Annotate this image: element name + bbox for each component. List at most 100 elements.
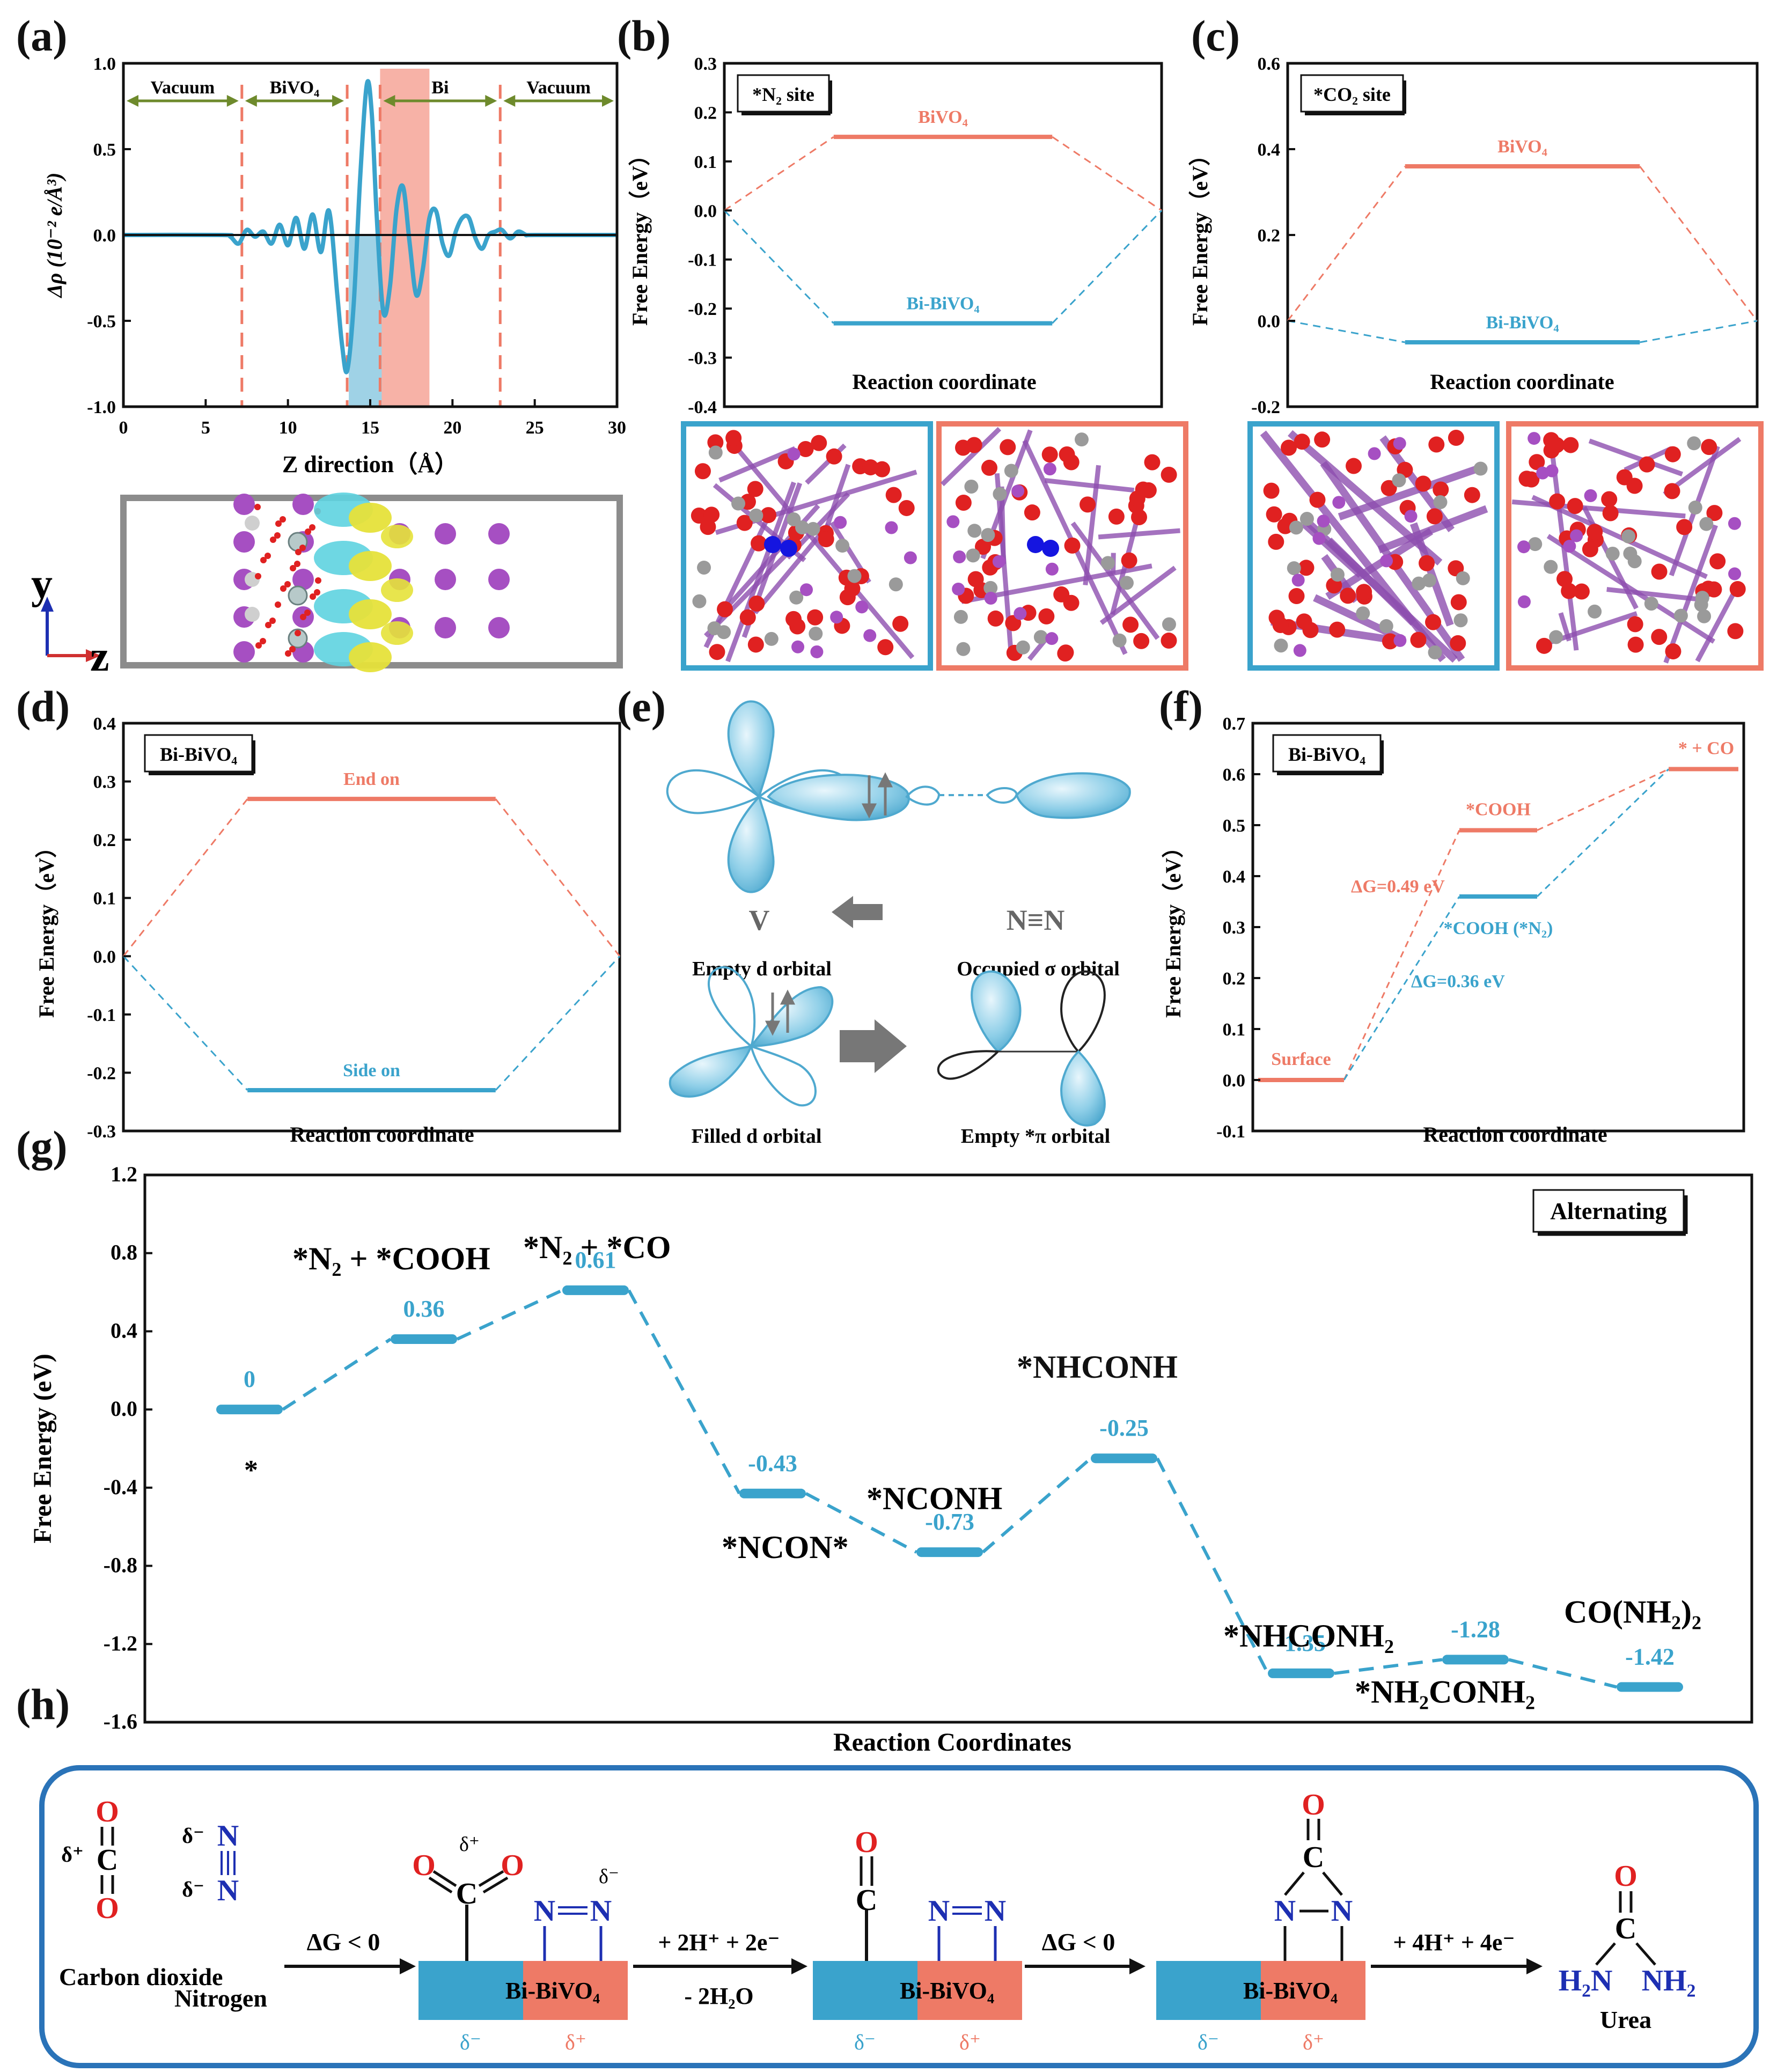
connector-line [627, 1289, 741, 1495]
donation-arrow [832, 896, 883, 928]
y-tick-label: 0.4 [111, 1318, 137, 1342]
substrate-1-charge-red: δ⁺ [565, 2030, 586, 2054]
y-tick-label: 0.0 [93, 226, 116, 246]
urea-name: Urea [1600, 2006, 1651, 2033]
b-xlabel: Reaction coordinate [852, 370, 1036, 394]
connector-line [1639, 320, 1758, 343]
urea-nh2-right: NH₂ [1642, 1964, 1696, 1997]
substrate-2-charge-blue: δ⁻ [854, 2030, 876, 2054]
y-tick-label: 0.5 [1223, 816, 1246, 836]
step2-label-top: + 2H⁺ + 2e⁻ [658, 1929, 780, 1956]
g-ylabel: Free Energy (eV) [28, 1354, 57, 1544]
panel-c-chart: BiVO₄ Bi-BiVO₄ -0.2 0.0 0.2 0.4 0.6 *CO₂ site… [1188, 54, 1764, 671]
substrate-3-charge-blue: δ⁻ [1198, 2030, 1219, 2054]
series-label: Side on [343, 1061, 400, 1081]
y-tick-label: 0.4 [93, 714, 116, 734]
energy-level [1442, 1655, 1509, 1665]
co2-molecule: O C O δ⁺ [61, 1795, 119, 1925]
c-xlabel: Reaction coordinate [1430, 370, 1614, 394]
y-tick-label: 0.1 [694, 152, 717, 172]
connector-line [1287, 166, 1406, 321]
y-tick-label: -0.4 [688, 398, 717, 417]
urea-nh2-left: H₂N [1559, 1964, 1613, 1997]
substrate-2: Bi-BiVO₄ δ⁻ δ⁺ C O N N [813, 1826, 1022, 2054]
value-label: 0 [244, 1366, 255, 1392]
y-tick-label: -0.3 [87, 1122, 116, 1142]
connector-line [282, 1338, 392, 1411]
urea-molecule: O C H₂N NH₂ [1559, 1860, 1696, 1997]
connector-line [1508, 1658, 1617, 1689]
n2-molecule: N N δ⁻ δ⁻ [182, 1819, 239, 1907]
sub1-c: C [456, 1877, 478, 1911]
panel-label-g: (g) [16, 1122, 68, 1171]
sub3-c: C [1303, 1841, 1324, 1874]
state-label: *N₂ + *COOH [292, 1241, 490, 1276]
series-label: End on [343, 769, 400, 789]
state-label: *N₂ + *CO [523, 1230, 671, 1265]
energy-level [1268, 1668, 1334, 1678]
a-ylabel: Δρ (10⁻² e/Å³) [42, 173, 67, 299]
y-tick-label: 0.2 [1223, 969, 1246, 989]
panel-g-chart: 0 * 0.36 *N₂ + *COOH 0.61*N₂ + *CO -0.43 *NCON… [28, 1162, 1753, 1757]
connector-line [495, 798, 621, 957]
series-label: BiVO₄ [1497, 137, 1547, 157]
level-label: *COOH (*N₂) [1444, 919, 1553, 938]
f-xlabel: Reaction coordinate [1423, 1122, 1607, 1147]
c-ylabel: Free Energy（eV） [1188, 144, 1212, 326]
slab-structure [120, 493, 623, 672]
panel-e-diagram: V N≡N Empty d orbital Occupied σ orbital… [666, 700, 1131, 1148]
substrate-3-charge-red: δ⁺ [1303, 2030, 1324, 2054]
panel-d-chart: End on Side on -0.3 -0.2 -0.1 0.0 0.1 0.2 0.3 0.… [34, 714, 621, 1147]
step4-arrow: + 4H⁺ + 4e⁻ [1371, 1929, 1543, 1974]
step1-arrow: ΔG < 0 [284, 1928, 416, 1974]
substrate-1-label: Bi-BiVO₄ [505, 1978, 600, 2004]
y-tick-label: 0.0 [1223, 1071, 1246, 1091]
energy-level [391, 1334, 457, 1344]
d-ylabel: Free Energy（eV） [34, 836, 58, 1018]
d-title: Bi-BiVO₄ [160, 744, 237, 765]
y-tick-label: 1.2 [111, 1162, 137, 1186]
value-label: -0.73 [925, 1509, 974, 1535]
x-tick-label: 5 [201, 418, 210, 438]
co2-name: Carbon dioxide [59, 1963, 223, 1990]
empty-pi-label: Empty *π orbital [961, 1125, 1110, 1148]
connector-line [495, 956, 621, 1091]
filled-d-label: Filled d orbital [692, 1125, 822, 1148]
y-tick-label: 0.5 [93, 140, 116, 160]
n2-bottom: N [217, 1874, 239, 1907]
x-tick-label: 20 [443, 418, 461, 438]
y-tick-label: -0.1 [688, 251, 717, 270]
sub1-n-right: N [590, 1894, 612, 1928]
step4-label: + 4H⁺ + 4e⁻ [1393, 1929, 1515, 1956]
f-dg2: ΔG=0.36 eV [1411, 972, 1505, 991]
region-label: BiVO₄ [270, 78, 320, 98]
connector-line [1052, 210, 1163, 324]
connector-line [1052, 136, 1162, 211]
substrate-3-label: Bi-BiVO₄ [1243, 1978, 1338, 2004]
series-label: Bi-BiVO₄ [906, 294, 979, 314]
level-label: *COOH [1466, 800, 1531, 820]
panel-label-f: (f) [1159, 682, 1203, 731]
y-tick-label: -0.2 [688, 299, 717, 319]
y-tick-label: -1.0 [87, 398, 116, 417]
axis-z-label: z [90, 633, 109, 680]
state-label: *NCON* [722, 1530, 849, 1565]
connector-line [1639, 166, 1758, 321]
substrate-2-charge-red: δ⁺ [959, 2030, 981, 2054]
c-structures [1247, 421, 1764, 671]
y-tick-label: 0.7 [1223, 714, 1246, 734]
axis-indicator: y z [31, 561, 109, 680]
f-dg1: ΔG=0.49 eV [1351, 877, 1445, 897]
y-tick-label: 0.3 [93, 773, 116, 792]
y-tick-label: 0.2 [694, 103, 717, 123]
energy-level [739, 1488, 806, 1498]
d-xlabel: Reaction coordinate [290, 1122, 474, 1147]
a-xlabel: Z direction（Å） [282, 451, 458, 477]
panel-f-chart: Surface *COOH *COOH (*N₂) * + CO -0.1 0.0 0.1… [1161, 714, 1745, 1147]
y-tick-label: -0.1 [87, 1005, 116, 1025]
series-label: BiVO₄ [918, 107, 968, 127]
substrate-3: Bi-BiVO₄ δ⁻ δ⁺ O C N N [1156, 1788, 1365, 2054]
y-tick-label: -0.4 [104, 1475, 137, 1499]
c-title: *CO₂ site [1313, 84, 1391, 105]
connector-line [122, 956, 248, 1091]
